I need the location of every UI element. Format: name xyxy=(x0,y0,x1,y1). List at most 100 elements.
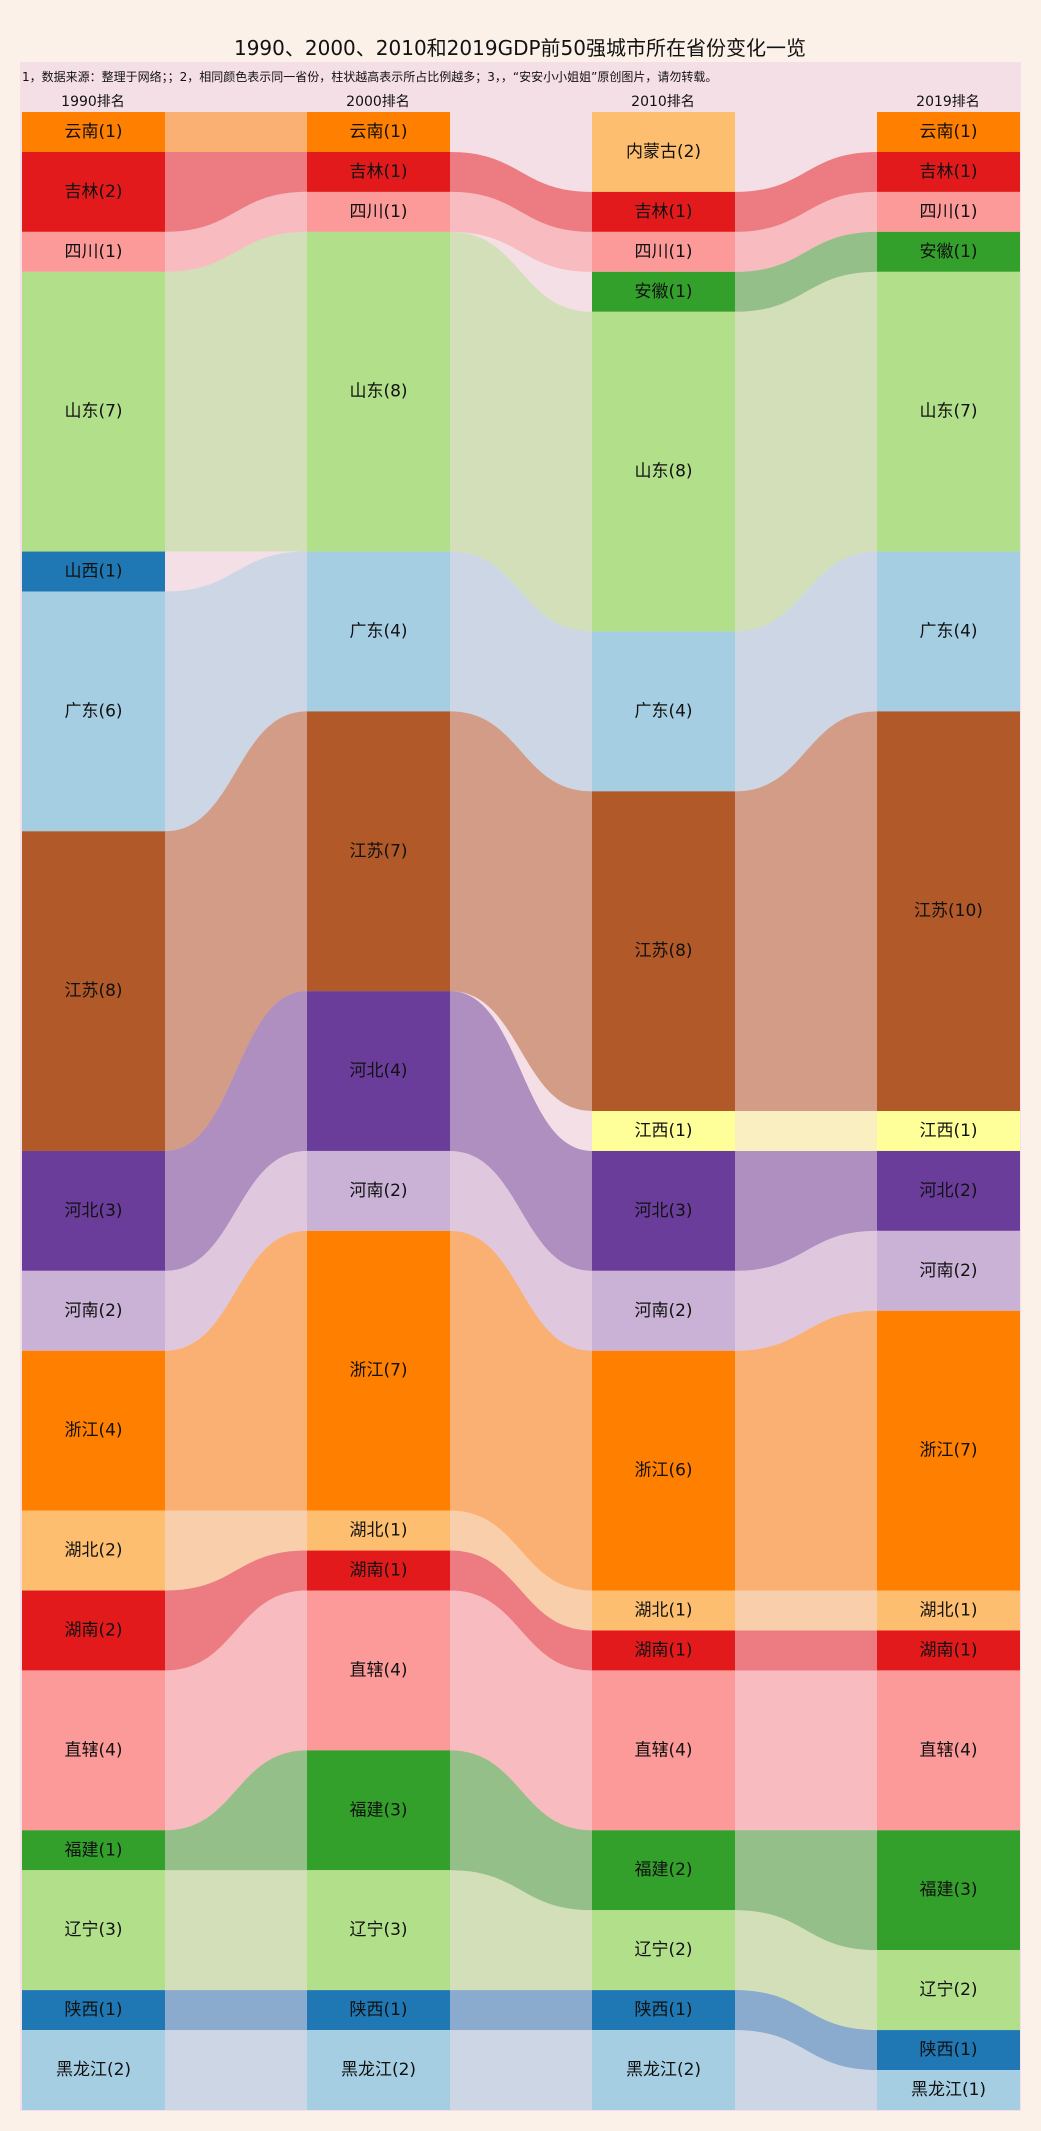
link-1990排名-河北 xyxy=(165,991,307,1271)
node-label-0-黑龙江: 黑龙江(2) xyxy=(56,2060,131,2080)
link-2010排名-福建 xyxy=(735,1830,877,1951)
node-label-3-福建: 福建(3) xyxy=(919,1880,977,1900)
node-1-黑龙江 xyxy=(307,2030,450,2110)
node-label-2-吉林: 吉林(1) xyxy=(634,202,692,222)
node-2-四川 xyxy=(592,231,735,272)
node-label-2-安徽: 安徽(1) xyxy=(634,282,692,302)
link-1990排名-辽宁 xyxy=(165,1870,307,1991)
node-label-2-浙江: 浙江(6) xyxy=(634,1461,692,1481)
node-label-0-直辖: 直辖(4) xyxy=(64,1740,122,1760)
node-label-1-河北: 河北(4) xyxy=(349,1061,407,1081)
node-label-2-陕西: 陕西(1) xyxy=(634,2000,692,2020)
node-3-河南 xyxy=(877,1230,1020,1311)
link-2000排名-广东 xyxy=(450,551,592,792)
node-label-3-四川: 四川(1) xyxy=(919,202,977,222)
link-1990排名-广东 xyxy=(165,551,307,832)
node-2-河南 xyxy=(592,1270,735,1351)
chart-note: 1，数据来源：整理于网络；；2，相同颜色表示同一省份，柱状越高表示所占比例越多；… xyxy=(22,69,717,84)
node-1-河南 xyxy=(307,1150,450,1231)
node-2-广东 xyxy=(592,631,735,792)
node-1-浙江 xyxy=(307,1230,450,1511)
link-2000排名-河南 xyxy=(450,1150,592,1351)
link-2010排名-黑龙江 xyxy=(735,2030,877,2110)
node-0-山东 xyxy=(22,271,165,552)
node-label-1-陕西: 陕西(1) xyxy=(349,2000,407,2020)
link-2000排名-直辖 xyxy=(450,1590,592,1831)
node-0-江苏 xyxy=(22,831,165,1151)
link-1990排名-黑龙江 xyxy=(165,2030,307,2110)
node-label-0-河北: 河北(3) xyxy=(64,1201,122,1221)
node-0-陕西 xyxy=(22,1990,165,2031)
node-label-2-广东: 广东(4) xyxy=(634,701,692,721)
node-2-浙江 xyxy=(592,1350,735,1591)
node-label-1-广东: 广东(4) xyxy=(349,621,407,641)
node-label-3-山东: 山东(7) xyxy=(919,402,977,422)
node-0-直辖 xyxy=(22,1670,165,1831)
node-3-四川 xyxy=(877,191,1020,232)
node-3-陕西 xyxy=(877,2030,1020,2071)
link-2000排名-福建 xyxy=(450,1750,592,1911)
link-2010排名-浙江 xyxy=(735,1310,877,1591)
link-1990排名-福建 xyxy=(165,1750,307,1871)
node-3-安徽 xyxy=(877,231,1020,272)
link-2010排名-直辖 xyxy=(735,1670,877,1831)
node-2-直辖 xyxy=(592,1670,735,1831)
node-3-湖北 xyxy=(877,1590,1020,1631)
link-2010排名-四川 xyxy=(735,191,877,272)
node-label-3-河北: 河北(2) xyxy=(919,1181,977,1201)
node-label-1-福建: 福建(3) xyxy=(349,1800,407,1820)
node-0-湖北 xyxy=(22,1510,165,1591)
node-0-广东 xyxy=(22,591,165,832)
node-label-2-山东: 山东(8) xyxy=(634,462,692,482)
node-label-0-浙江: 浙江(4) xyxy=(64,1421,122,1441)
node-label-3-陕西: 陕西(1) xyxy=(919,2040,977,2060)
node-3-吉林 xyxy=(877,151,1020,192)
node-2-河北 xyxy=(592,1150,735,1271)
node-label-3-湖北: 湖北(1) xyxy=(919,1601,977,1621)
node-label-1-浙江: 浙江(7) xyxy=(349,1361,407,1381)
link-1990排名-四川 xyxy=(165,191,307,272)
node-1-湖北 xyxy=(307,1510,450,1551)
link-2000排名-吉林 xyxy=(450,151,592,232)
link-1990排名-湖南 xyxy=(165,1550,307,1671)
node-label-1-直辖: 直辖(4) xyxy=(349,1660,407,1680)
node-label-1-四川: 四川(1) xyxy=(349,202,407,222)
link-2000排名-江苏 xyxy=(450,711,592,1111)
node-2-辽宁 xyxy=(592,1910,735,1991)
link-2010排名-辽宁 xyxy=(735,1910,877,2031)
node-label-3-吉林: 吉林(1) xyxy=(919,162,977,182)
link-2010排名-吉林 xyxy=(735,151,877,232)
flow-links xyxy=(165,112,877,2110)
node-1-山东 xyxy=(307,231,450,552)
node-label-2-河北: 河北(3) xyxy=(634,1201,692,1221)
node-label-0-山东: 山东(7) xyxy=(64,402,122,422)
node-label-0-陕西: 陕西(1) xyxy=(64,2000,122,2020)
column-header-2019: 2019排名 xyxy=(916,94,980,110)
node-label-2-湖北: 湖北(1) xyxy=(634,1601,692,1621)
node-label-0-江苏: 江苏(8) xyxy=(64,981,122,1001)
node-label-3-江苏: 江苏(10) xyxy=(914,901,983,921)
column-header-2010: 2010排名 xyxy=(631,94,695,110)
node-3-浙江 xyxy=(877,1310,1020,1591)
node-3-广东 xyxy=(877,551,1020,712)
node-0-四川 xyxy=(22,231,165,272)
node-0-辽宁 xyxy=(22,1870,165,1991)
node-label-2-四川: 四川(1) xyxy=(634,242,692,262)
node-2-吉林 xyxy=(592,191,735,232)
node-label-0-福建: 福建(1) xyxy=(64,1840,122,1860)
node-2-湖南 xyxy=(592,1630,735,1671)
node-label-0-湖北: 湖北(2) xyxy=(64,1541,122,1561)
node-label-2-直辖: 直辖(4) xyxy=(634,1740,692,1760)
link-1990排名-云南 xyxy=(165,112,307,152)
link-1990排名-浙江 xyxy=(165,1230,307,1511)
node-label-3-河南: 河南(2) xyxy=(919,1261,977,1281)
node-2-湖北 xyxy=(592,1590,735,1631)
node-label-0-广东: 广东(6) xyxy=(64,701,122,721)
node-label-0-河南: 河南(2) xyxy=(64,1301,122,1321)
node-label-2-黑龙江: 黑龙江(2) xyxy=(626,2060,701,2080)
node-label-3-云南: 云南(1) xyxy=(919,122,977,142)
node-0-浙江 xyxy=(22,1350,165,1511)
node-1-陕西 xyxy=(307,1990,450,2031)
link-1990排名-河南 xyxy=(165,1150,307,1351)
